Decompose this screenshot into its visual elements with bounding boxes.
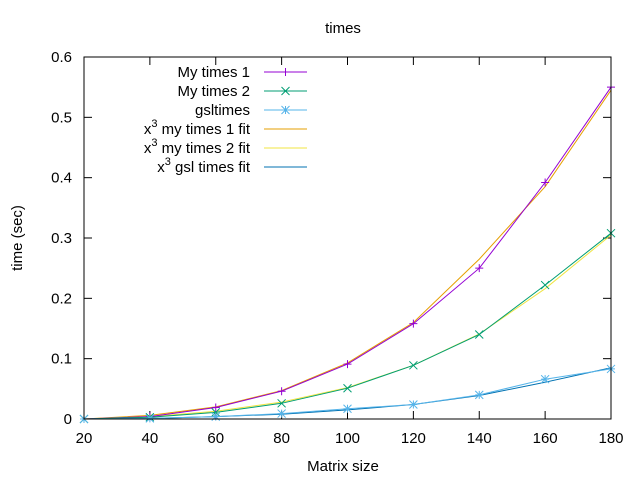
data-point-my-times-1 bbox=[277, 387, 286, 396]
legend-label-text: gsl times fit bbox=[171, 159, 251, 176]
y-tick-label: 0.1 bbox=[51, 351, 72, 368]
legend-label-text: my times 2 fit bbox=[157, 140, 250, 157]
data-point-my-times-2 bbox=[409, 360, 418, 370]
x-tick-label: 20 bbox=[76, 430, 93, 447]
tick-layer: 20 40 60 80 100 120 140 160 180 0 0.1 0.2 0.3 0.4 0.5 0… bbox=[51, 49, 623, 447]
y-tick-label: 0.3 bbox=[51, 230, 72, 247]
x-tick-label: 60 bbox=[207, 430, 224, 447]
data-point-gsltimes bbox=[277, 409, 286, 418]
legend-label-gsltimes: gsltimes bbox=[195, 102, 250, 119]
data-point-gsltimes bbox=[211, 412, 221, 421]
legend-label-base: x bbox=[157, 159, 165, 176]
chart-title: times bbox=[325, 20, 361, 37]
y-tick-label: 0.2 bbox=[51, 290, 72, 307]
x-tick-label: 100 bbox=[335, 430, 360, 447]
y-tick-label: 0.5 bbox=[51, 109, 72, 126]
legend-label-x3-my-times-2-fit: x3 my times 2 fit bbox=[144, 137, 251, 157]
legend-marker-my-times-2 bbox=[281, 86, 290, 96]
legend-label-superscript: 3 bbox=[151, 137, 157, 149]
data-point-my-times-2 bbox=[540, 280, 550, 290]
data-point-my-times-1 bbox=[475, 264, 484, 273]
y-axis-label: time (sec) bbox=[9, 205, 26, 271]
data-point-my-times-2 bbox=[474, 330, 484, 339]
legend-label-x3-my-times-1-fit: x3 my times 1 fit bbox=[144, 118, 251, 138]
x-tick-label: 140 bbox=[467, 430, 492, 447]
data-point-gsltimes bbox=[540, 374, 550, 384]
data-point-my-times-1 bbox=[409, 319, 418, 328]
series-line-my-times-2 bbox=[83, 232, 612, 420]
data-point-my-times-1 bbox=[541, 178, 550, 187]
legend-label-text: my times 1 fit bbox=[157, 121, 250, 138]
data-point-gsltimes bbox=[409, 400, 418, 409]
y-tick-label: 0.4 bbox=[51, 170, 72, 187]
x-tick-label: 180 bbox=[598, 430, 623, 447]
legend-label-base: x bbox=[144, 121, 152, 138]
x-axis-label: Matrix size bbox=[307, 458, 379, 475]
data-point-my-times-2 bbox=[343, 383, 352, 393]
legend-label-x3-gsl-times-fit: x3 gsl times fit bbox=[157, 156, 251, 176]
legend-label-my-times-2: My times 2 bbox=[177, 83, 250, 100]
x-tick-label: 40 bbox=[142, 430, 159, 447]
y-tick-label: 0.6 bbox=[51, 49, 72, 66]
data-point-my-times-2 bbox=[277, 398, 286, 408]
legend-label-superscript: 3 bbox=[165, 156, 171, 168]
y-tick-label: 0 bbox=[64, 411, 72, 428]
legend-marker-my-times-1 bbox=[281, 68, 290, 76]
data-point-gsltimes bbox=[145, 414, 155, 423]
data-point-my-times-2 bbox=[211, 408, 221, 417]
x-tick-label: 80 bbox=[273, 430, 290, 447]
series-line-x3-my-times-2-fit bbox=[83, 234, 612, 420]
data-point-my-times-1 bbox=[211, 403, 220, 412]
data-point-gsltimes bbox=[474, 390, 484, 400]
legend-label-base: x bbox=[144, 140, 152, 157]
x-tick-label: 120 bbox=[401, 430, 426, 447]
legend-label-my-times-1: My times 1 bbox=[177, 64, 250, 81]
x-tick-label: 160 bbox=[533, 430, 558, 447]
data-point-gsltimes bbox=[343, 404, 352, 414]
data-point-my-times-1 bbox=[343, 360, 352, 369]
legend-label-superscript: 3 bbox=[151, 118, 157, 130]
plot-frame bbox=[83, 56, 612, 420]
legend-marker-gsltimes bbox=[281, 105, 290, 115]
